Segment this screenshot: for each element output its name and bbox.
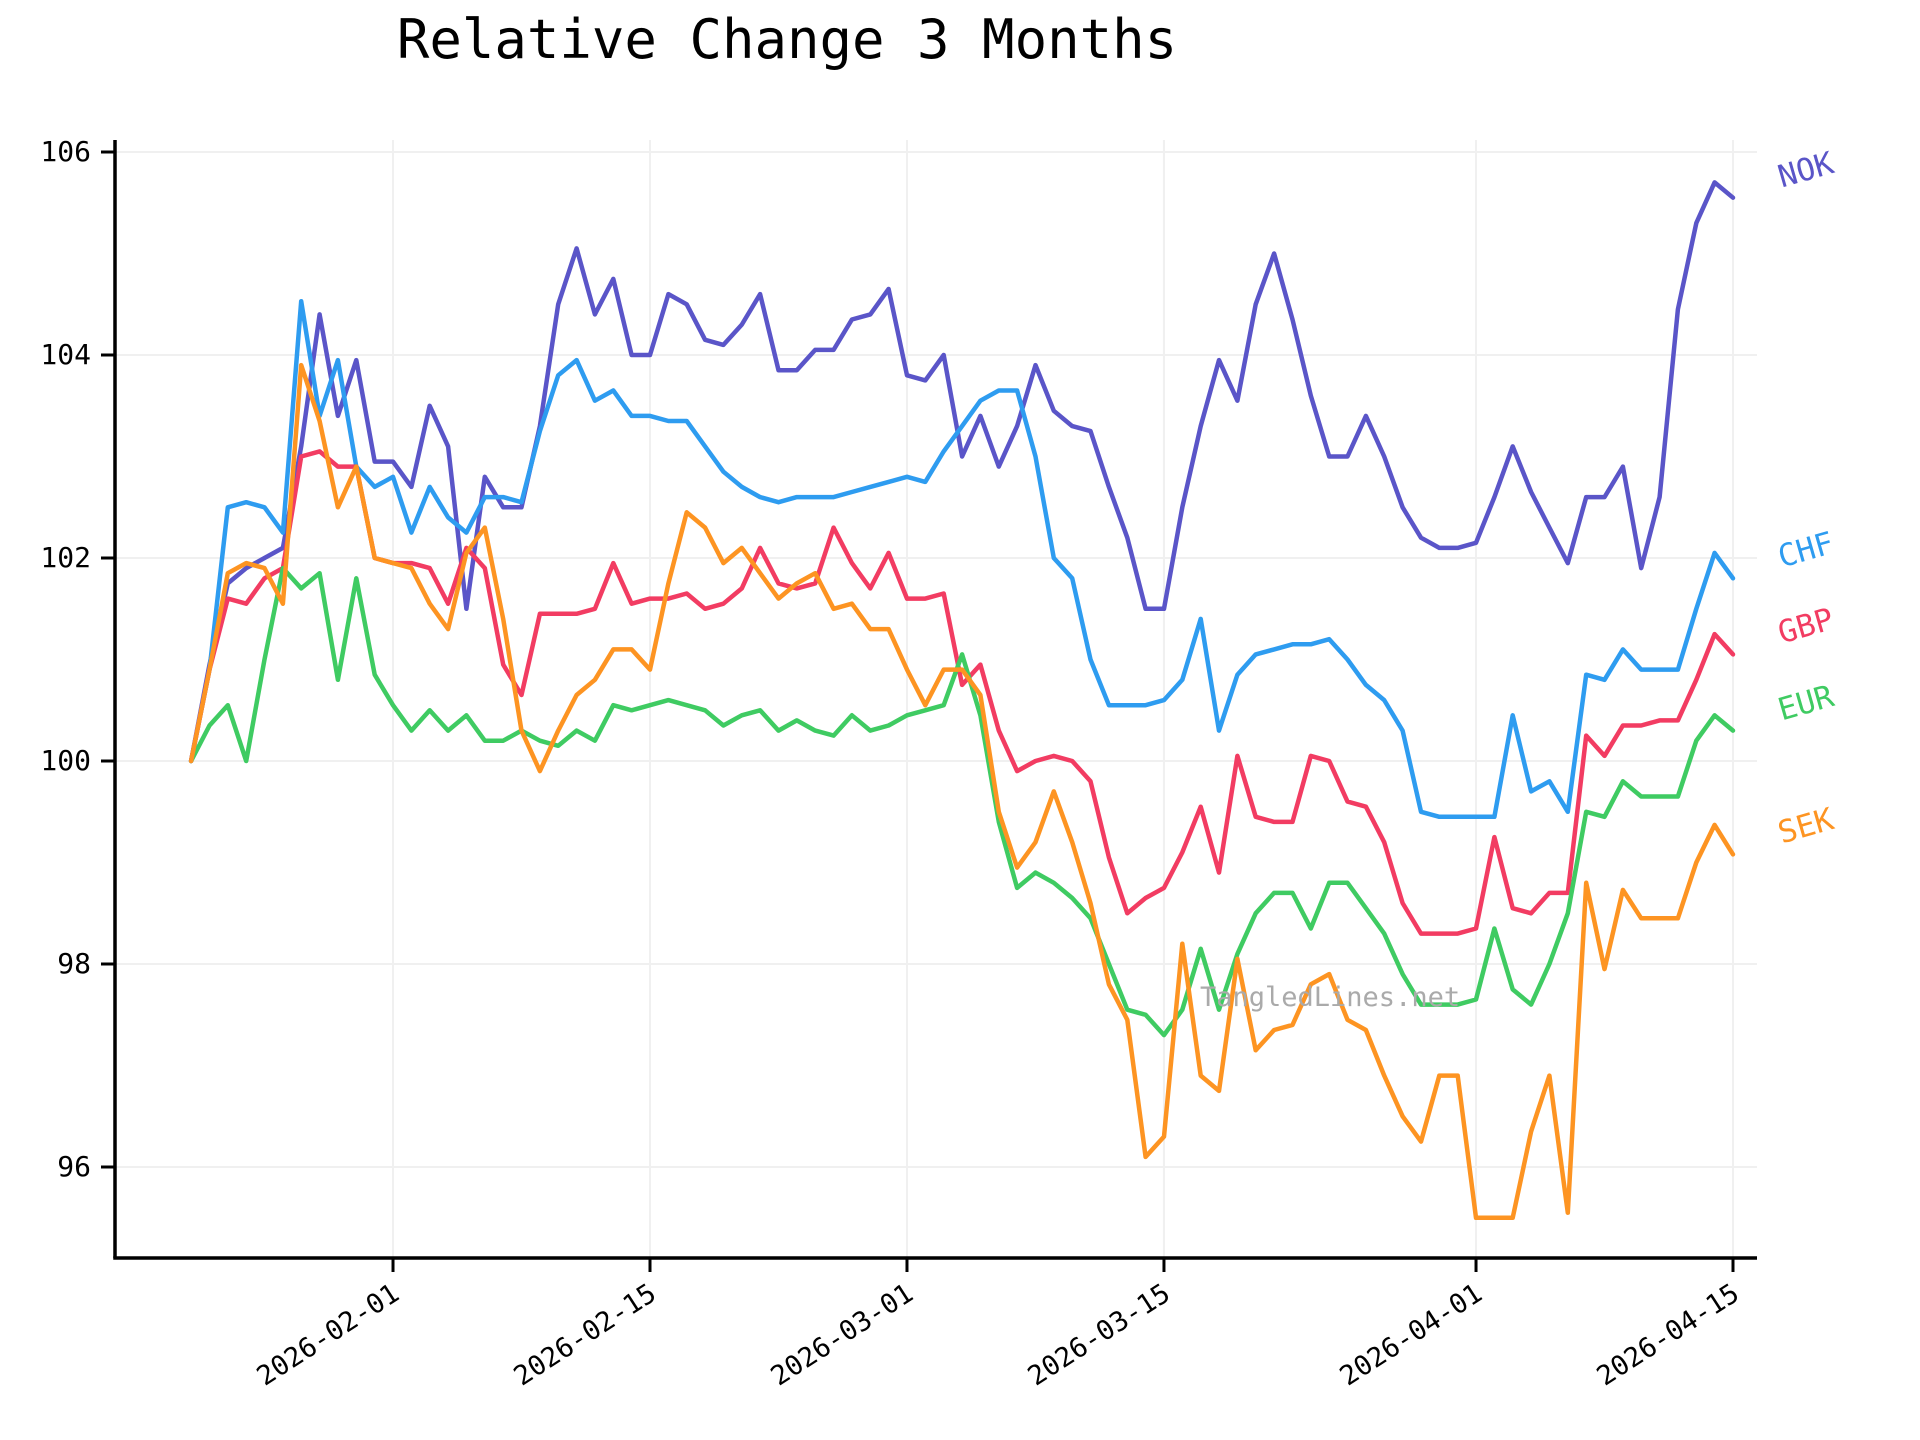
chart-title: Relative Change 3 Months — [396, 8, 1178, 71]
series-line-sek — [188, 362, 1736, 1221]
x-tick-label: 2026-03-15 — [1023, 1278, 1176, 1393]
y-tick-label: 100 — [40, 744, 91, 777]
axes-spines — [113, 140, 1757, 1260]
watermark-text: TangledLines.net — [1200, 982, 1461, 1013]
y-tick-label: 102 — [40, 541, 91, 574]
x-tick-label: 2026-04-15 — [1592, 1278, 1745, 1393]
series-line-chf — [188, 298, 1736, 820]
series-line-nok — [188, 180, 1736, 764]
tick-marks — [101, 150, 1735, 1272]
y-tick-label: 106 — [40, 135, 91, 168]
x-tick-label: 2026-02-15 — [509, 1278, 662, 1393]
gridlines — [115, 140, 1757, 1258]
x-tick-label: 2026-04-01 — [1335, 1278, 1488, 1393]
series-line-eur — [188, 565, 1736, 1038]
x-tick-label: 2026-02-01 — [252, 1278, 405, 1393]
x-tick-label: 2026-03-01 — [766, 1278, 919, 1393]
y-tick-label: 98 — [57, 947, 91, 980]
y-tick-label: 104 — [40, 338, 91, 371]
y-tick-label: 96 — [57, 1150, 91, 1183]
series-line-gbp — [188, 449, 1736, 936]
